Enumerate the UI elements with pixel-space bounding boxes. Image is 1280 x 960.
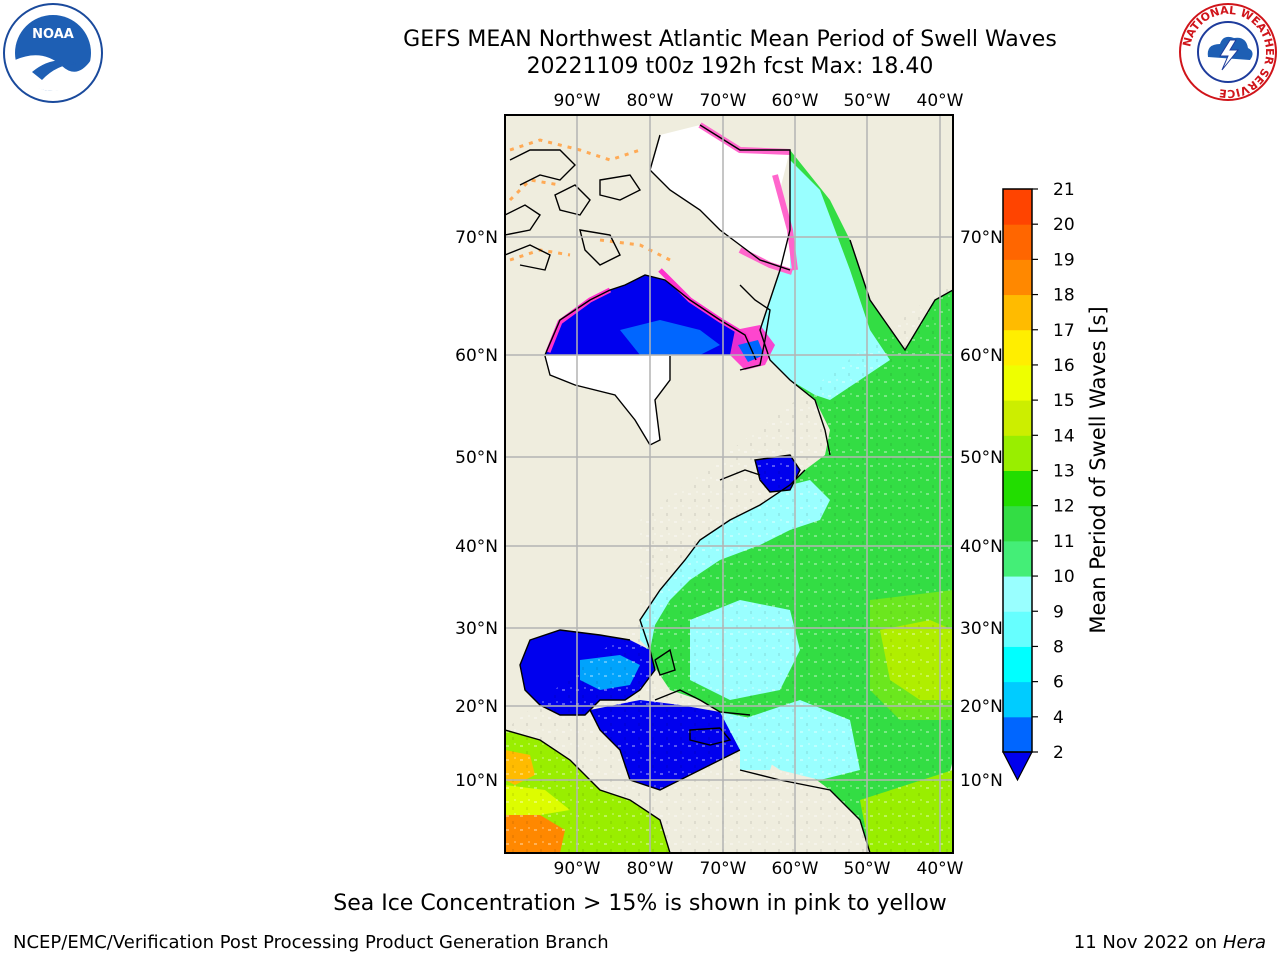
lon-labels-bottom: 90°W 80°W 70°W 60°W 50°W 40°W [554,859,964,879]
colorbar-tick-label: 10 [1053,567,1075,587]
sea-ice-baffin [650,125,790,270]
chart-subtitle: 20221109 t00z 192h fcst Max: 18.40 [526,54,934,79]
colorbar-segment [1003,329,1032,366]
colorbar-tick-label: 4 [1053,708,1064,728]
colorbar-segment [1003,435,1032,471]
colorbar-segment [1003,576,1032,612]
lon-label-bottom: 60°W [772,859,819,879]
credit-text: NCEP/EMC/Verification Post Processing Pr… [13,932,609,953]
lon-label-bottom: 80°W [627,859,674,879]
map-area [505,115,953,853]
lat-label-left: 50°N [455,448,498,468]
colorbar-tick-label: 16 [1053,356,1075,376]
lat-label-right: 20°N [960,697,1003,717]
ocean-texture [505,280,953,853]
colorbar-tick-label: 21 [1053,180,1075,200]
colorbar-tick-label: 14 [1053,426,1075,446]
date-stamp: 11 Nov 2022 on Hera [1074,932,1266,953]
lat-label-left: 20°N [455,697,498,717]
colorbar-segment [1003,259,1032,296]
lon-label-bottom: 70°W [700,859,747,879]
lat-labels-left: 70°N 60°N 50°N 40°N 30°N 20°N 10°N [455,228,498,791]
lon-label-top: 60°W [772,91,819,111]
noaa-logo-text: NOAA [32,27,74,42]
lat-label-left: 60°N [455,346,498,366]
colorbar-segment [1003,364,1032,401]
map-frame [504,114,954,854]
colorbar-tick-label: 8 [1053,637,1064,657]
lat-label-left: 70°N [455,228,498,248]
ocean-cyan-north [760,160,890,400]
graticule [505,115,953,853]
colorbar-segment [1003,224,1032,260]
lon-label-bottom: 90°W [554,859,601,879]
date-text: 11 Nov 2022 on [1073,932,1218,953]
sea-ice-arctic [508,138,671,262]
colorbar-tick-label: 20 [1053,215,1075,235]
noaa-logo: NOAA [3,3,103,103]
lat-label-right: 10°N [960,771,1003,791]
colorbar-segment [1003,611,1032,647]
lon-label-top: 80°W [627,91,674,111]
lat-label-right: 60°N [960,346,1003,366]
colorbar: 2 4 6 8 9 10 11 12 13 14 15 16 17 18 19 20 21 [1002,180,1075,782]
colorbar-segment [1003,716,1032,753]
colorbar-tick-label: 12 [1053,497,1075,517]
hudson-bay-cyan [620,320,720,355]
colorbar-segment [1003,294,1032,331]
nws-logo: NATIONAL WEATHER SERVICE [1179,3,1277,101]
lat-label-right: 70°N [960,228,1003,248]
lat-label-left: 30°N [455,619,498,639]
hudson-strait-blue [738,340,764,362]
coastlines [505,124,953,853]
colorbar-segment [1003,189,1032,225]
lat-labels-right: 70°N 60°N 50°N 40°N 30°N 20°N 10°N [960,228,1003,791]
colorbar-segment [1003,540,1032,577]
lon-label-top: 40°W [917,91,964,111]
lon-label-top: 50°W [844,91,891,111]
colorbar-tick-label: 19 [1053,250,1075,270]
lat-label-left: 10°N [455,771,498,791]
colorbar-tick-label: 17 [1053,321,1075,341]
colorbar-segment [1003,681,1032,718]
colorbar-tick-label: 2 [1053,743,1064,763]
colorbar-under-arrow [1002,751,1033,782]
lat-label-right: 40°N [960,537,1003,557]
lon-label-bottom: 40°W [917,859,964,879]
colorbar-tick-label: 13 [1053,462,1075,482]
colorbar-tick-label: 9 [1053,602,1064,622]
colorbar-tick-label: 15 [1053,391,1075,411]
lat-label-right: 50°N [960,448,1003,468]
lat-label-left: 40°N [455,537,498,557]
host-name: Hera [1222,932,1266,953]
lon-label-top: 70°W [700,91,747,111]
lat-label-right: 30°N [960,619,1003,639]
colorbar-label: Mean Period of Swell Waves [s] [1086,306,1110,633]
colorbar-segment [1003,470,1032,507]
colorbar-tick-label: 11 [1053,532,1075,552]
lon-label-top: 90°W [554,91,601,111]
colorbar-tick-label: 18 [1053,286,1075,306]
lon-labels-top: 90°W 80°W 70°W 60°W 50°W 40°W [554,91,964,111]
colorbar-tick-label: 6 [1053,673,1064,693]
colorbar-segment [1003,646,1032,683]
colorbar-segment [1003,505,1032,542]
sea-ice-note: Sea Ice Concentration > 15% is shown in … [333,891,947,916]
lon-label-bottom: 50°W [844,859,891,879]
colorbar-segment [1003,400,1032,436]
chart-title: GEFS MEAN Northwest Atlantic Mean Period… [403,27,1057,52]
